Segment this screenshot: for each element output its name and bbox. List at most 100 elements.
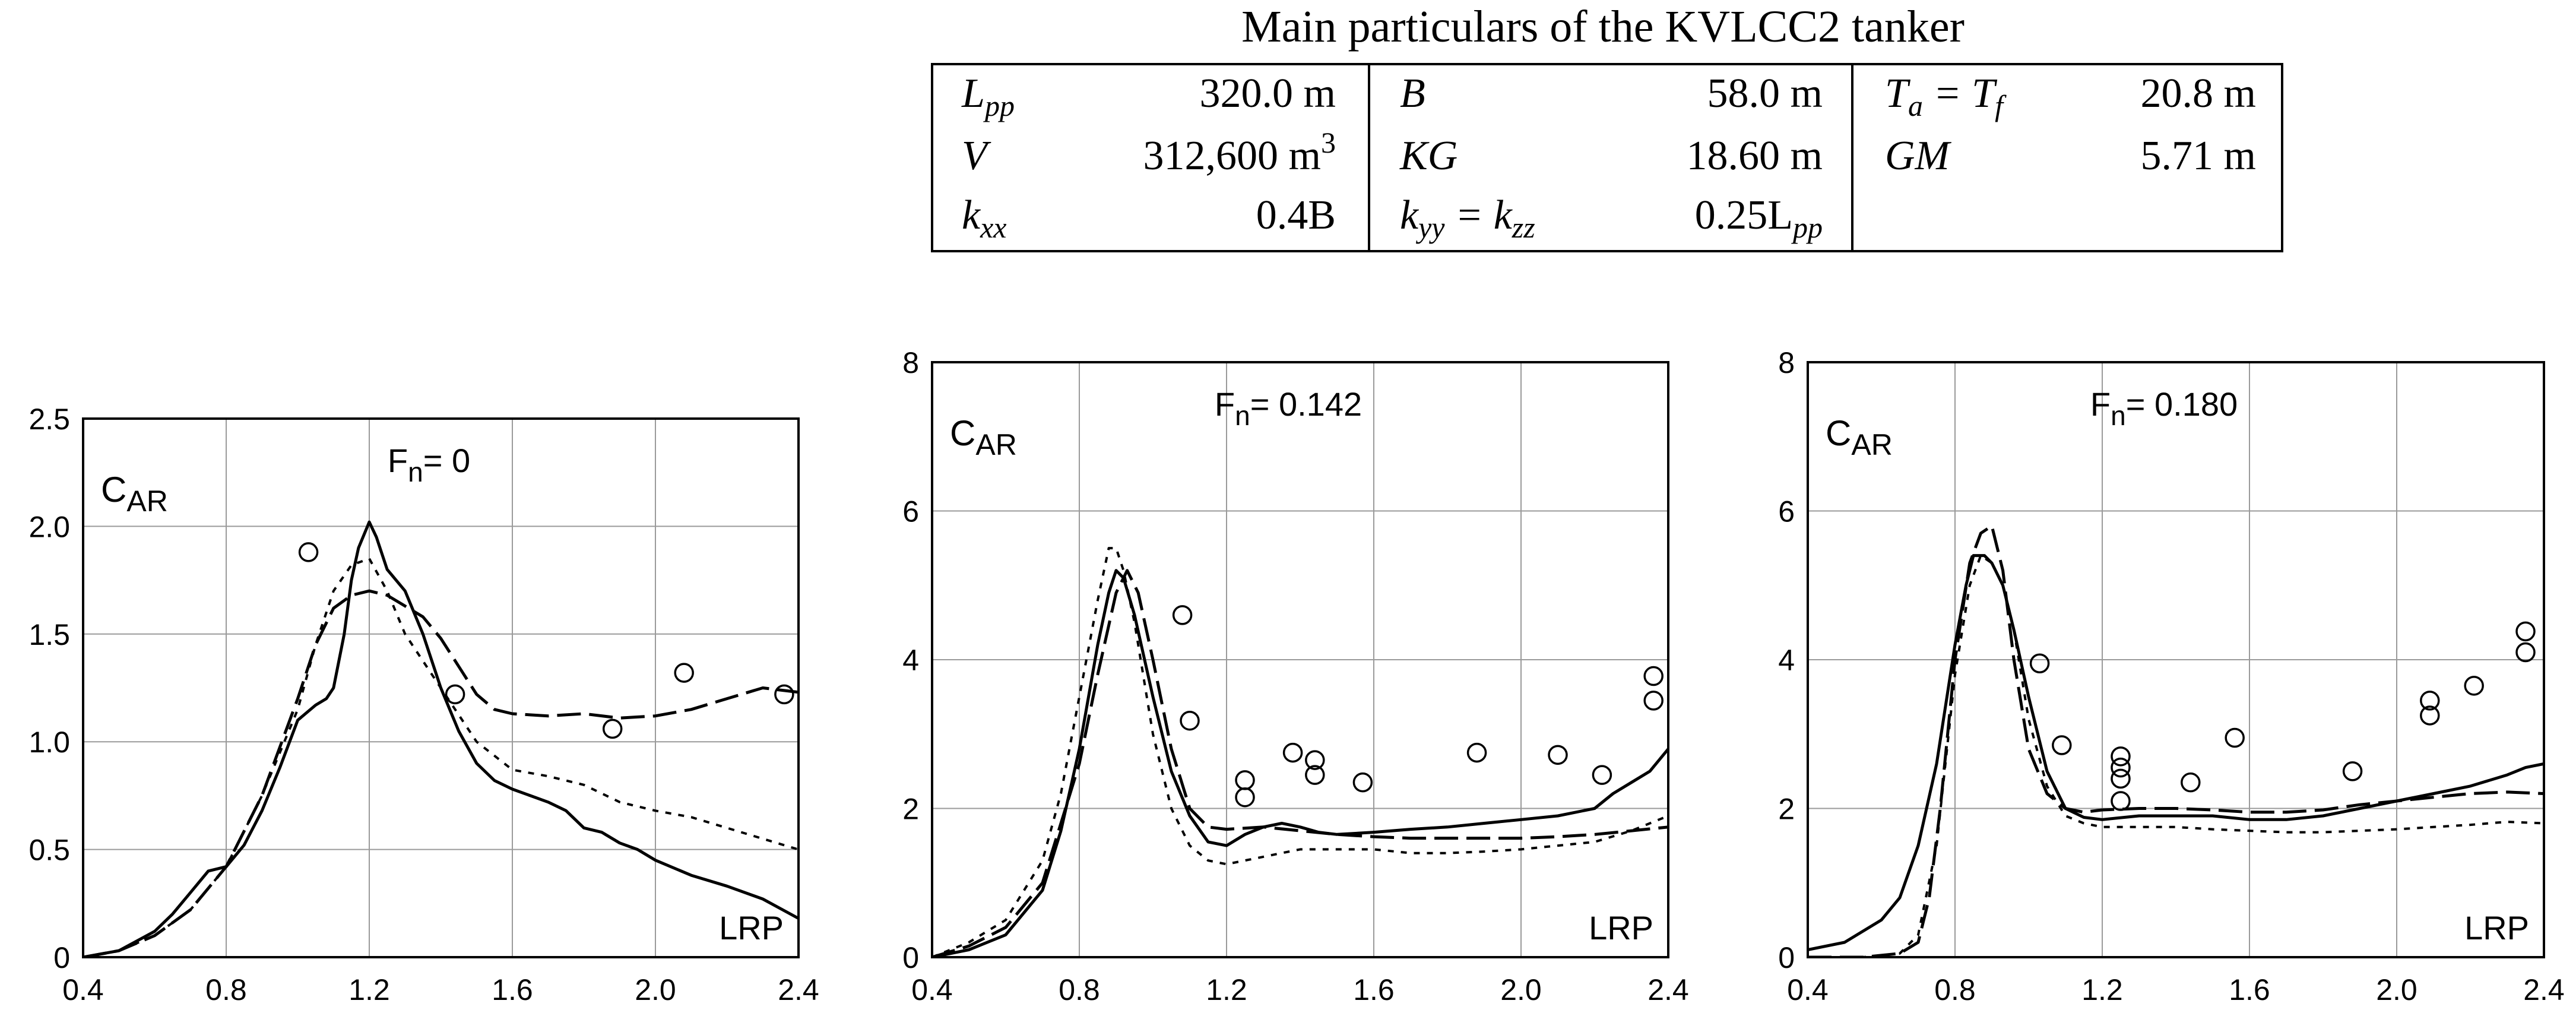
data-point-experiment: [602, 718, 623, 739]
data-point-experiment: [1548, 745, 1568, 765]
x-tick-label: 1.6: [492, 973, 533, 1006]
data-point-experiment: [2111, 768, 2131, 789]
data-point-experiment: [1352, 772, 1373, 793]
y-axis-label: CAR: [101, 470, 168, 518]
data-point-experiment: [2515, 642, 2536, 663]
chart-title: Fn= 0.180: [2090, 385, 2238, 431]
cell-value-b: 58.0 m: [1707, 71, 1823, 116]
series-line-solid: [83, 520, 799, 957]
chart-title-sub: n: [2111, 400, 2126, 431]
chart-title-main: F: [1215, 385, 1235, 423]
cell-value-kg: 18.60 m: [1687, 133, 1823, 179]
cell-label-draft: Ta = Tf: [1885, 71, 2007, 122]
x-tick-label: 0.4: [911, 973, 953, 1006]
data-point-experiment: [1466, 742, 1487, 763]
data-point-experiment: [298, 542, 319, 562]
cell-value-draft: 20.8 m: [2141, 71, 2256, 116]
data-point-experiment: [2225, 727, 2245, 748]
y-tick-label: 2: [902, 793, 919, 826]
series-line-short-dash: [1808, 554, 2544, 957]
cell-label-kyy: kyy = kzz: [1400, 192, 1535, 244]
y-tick-label: 8: [902, 346, 919, 379]
table-title: Main particulars of the KVLCC2 tanker: [1241, 2, 1965, 52]
y-tick-label: 6: [1778, 495, 1795, 528]
y-tick-label: 8: [1778, 346, 1795, 379]
y-tick-label: 2.5: [28, 403, 70, 436]
x-tick-label: 0.4: [62, 973, 104, 1006]
data-point-experiment: [2342, 761, 2363, 781]
data-point-experiment: [1235, 787, 1255, 808]
series-line-solid: [1808, 554, 2544, 951]
y-tick-label: 6: [902, 495, 919, 528]
y-axis-label-sub: AR: [126, 485, 167, 518]
cell-value-lpp: 320.0 m: [1200, 71, 1336, 116]
y-tick-label: 2: [1778, 793, 1795, 826]
series-line-long-dash: [1808, 524, 2544, 957]
y-axis-label-main: C: [101, 470, 126, 509]
data-point-experiment: [674, 663, 694, 683]
data-point-experiment: [2029, 653, 2050, 674]
x-tick-label: 2.0: [635, 973, 676, 1006]
cell-value-volume: 312,600 m3: [1143, 126, 1336, 179]
y-axis-label: CAR: [1826, 413, 1893, 461]
data-point-experiment: [1305, 750, 1325, 770]
series-line-long-dash: [932, 569, 1668, 957]
cell-label-volume: V: [962, 133, 991, 179]
x-tick-label: 2.4: [778, 973, 819, 1006]
chart-title-sub: n: [408, 457, 423, 487]
cell-value-kxx: 0.4B: [1256, 192, 1336, 238]
chart-title-main: F: [2090, 385, 2111, 423]
y-tick-label: 0.5: [28, 834, 70, 867]
chart-title-main: F: [388, 442, 408, 479]
series-line-short-dash: [932, 547, 1668, 957]
data-point-experiment: [1172, 605, 1193, 625]
data-point-experiment: [1592, 765, 1612, 785]
y-axis-label-sub: AR: [975, 428, 1016, 461]
data-point-experiment: [774, 684, 794, 705]
x-tick-label: 2.4: [1647, 973, 1689, 1006]
charts-group: 0.4 0.8 1.2 1.6 2.0 2.400.51.01.52.02.5CARFn=…: [28, 346, 2564, 1006]
cell-label-kg: KG: [1399, 133, 1457, 179]
data-point-experiment: [2420, 691, 2440, 711]
data-point-experiment: [2420, 705, 2440, 726]
plot-frame: [931, 361, 1669, 958]
x-tick-label: 0.4: [1787, 973, 1829, 1006]
cell-label-lpp: Lpp: [961, 71, 1015, 122]
chart-2: 0.4 0.8 1.2 1.6 2.0 2.4 0 2 4 6 8 CAR Fn= 0.142 LRP: [902, 346, 1689, 1006]
y-axis-label-main: C: [1826, 413, 1851, 453]
x-tick-label: 2.0: [1500, 973, 1542, 1006]
x-tick-label: 1.2: [348, 973, 390, 1006]
y-tick-label: 0: [53, 941, 70, 974]
x-axis-label: LRP: [719, 909, 784, 946]
data-point-experiment: [2515, 621, 2536, 642]
y-tick-label: 0: [902, 941, 919, 974]
y-tick-label: 0: [1778, 941, 1795, 974]
data-point-experiment: [2111, 746, 2131, 767]
plot-frame: [82, 417, 800, 958]
data-point-experiment: [1643, 666, 1664, 686]
cell-value-gm: 5.71 m: [2141, 133, 2256, 179]
cell-label-gm: GM: [1885, 133, 1952, 179]
series-line-short-dash: [83, 557, 799, 957]
chart-title: Fn= 0: [388, 442, 470, 487]
y-tick-label: 2.0: [28, 510, 70, 543]
data-point-experiment: [445, 684, 465, 705]
particulars-table: Main particulars of the KVLCC2 tanker Lp…: [931, 2, 2283, 252]
y-axis-label-main: C: [950, 413, 975, 453]
table-border: [931, 63, 2283, 252]
y-tick-label: 1.0: [28, 726, 70, 759]
series-line-solid: [932, 569, 1668, 957]
chart-title: Fn= 0.142: [1215, 385, 1362, 431]
chart-3: 0.4 0.8 1.2 1.6 2.0 2.4 0 2 4 6 8 CAR Fn= 0.180 LRP: [1778, 346, 2565, 1006]
x-tick-label: 0.8: [205, 973, 247, 1006]
data-point-experiment: [2464, 676, 2484, 696]
y-axis-label: CAR: [950, 413, 1017, 461]
x-tick-label: 1.2: [1206, 973, 1247, 1006]
data-point-experiment: [1282, 742, 1303, 763]
data-point-experiment: [2052, 735, 2072, 755]
x-axis-label: LRP: [2464, 909, 2529, 946]
x-tick-label: 2.0: [2376, 973, 2417, 1006]
data-point-experiment: [1305, 765, 1325, 785]
y-tick-label: 4: [902, 644, 919, 677]
